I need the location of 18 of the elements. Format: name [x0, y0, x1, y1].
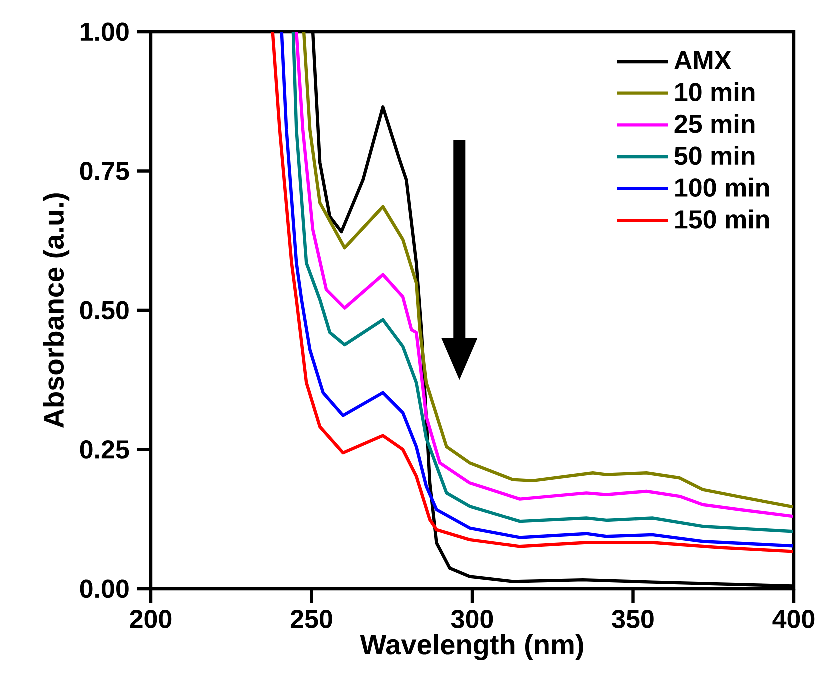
x-tick-label: 350: [612, 610, 654, 628]
x-tick-label: 250: [290, 610, 332, 628]
x-axis-title: Wavelength (nm): [360, 634, 584, 660]
legend-label: 25 min: [674, 114, 755, 134]
x-tick-label: 400: [772, 610, 815, 628]
legend-label: 150 min: [676, 210, 770, 229]
y-tick-label: 0.50: [80, 301, 129, 320]
x-tick-label: 300: [451, 610, 494, 628]
y-axis-title: Absorbance (a.u.): [43, 194, 70, 428]
y-tick-label: 0.00: [80, 580, 129, 598]
legend-label: 50 min: [674, 146, 755, 166]
legend-label: 100 min: [676, 178, 770, 198]
y-tick-label: 0.25: [80, 440, 130, 459]
legend-label: 10 min: [676, 82, 755, 102]
y-tick-label: 0.75: [80, 162, 130, 180]
legend-label: AMX: [674, 52, 732, 70]
x-tick-label: 200: [130, 610, 172, 628]
y-tick-label: 1.00: [80, 22, 129, 42]
